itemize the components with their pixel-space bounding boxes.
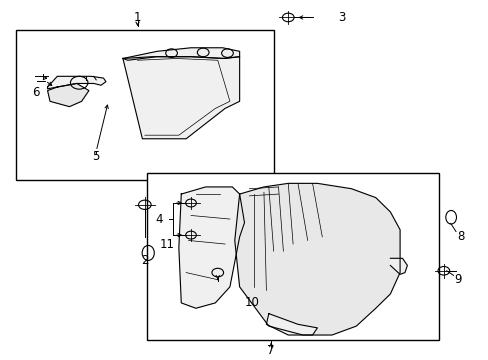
- Bar: [16, 30, 273, 180]
- Polygon shape: [47, 76, 106, 89]
- Bar: [147, 173, 438, 340]
- Text: 11: 11: [159, 238, 174, 251]
- Text: 8: 8: [456, 230, 464, 243]
- Text: 10: 10: [244, 296, 259, 309]
- Polygon shape: [122, 57, 239, 139]
- Text: 2: 2: [141, 253, 148, 267]
- Polygon shape: [234, 183, 399, 335]
- Text: 4: 4: [155, 212, 163, 226]
- Polygon shape: [389, 258, 407, 274]
- Text: 6: 6: [32, 86, 39, 99]
- Polygon shape: [179, 187, 244, 308]
- Text: 9: 9: [454, 273, 461, 286]
- Polygon shape: [122, 48, 239, 60]
- Text: 3: 3: [337, 11, 345, 24]
- Polygon shape: [47, 84, 89, 107]
- Text: 5: 5: [92, 150, 100, 163]
- Polygon shape: [266, 314, 317, 335]
- Text: 1: 1: [134, 11, 141, 24]
- Text: 7: 7: [267, 344, 274, 357]
